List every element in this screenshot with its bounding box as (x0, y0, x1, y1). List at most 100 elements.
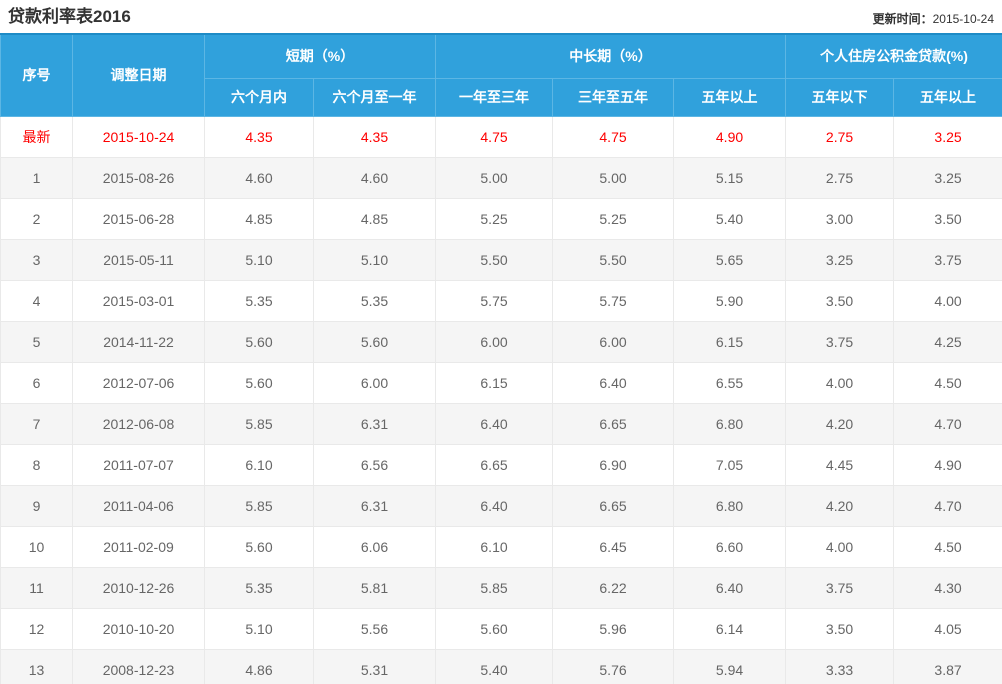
rate-cell-within-six-months: 5.60 (204, 361, 314, 404)
table-header: 序号 调整日期 短期（%） 中长期（%） 个人住房公积金贷款(%) 六个月内 六个… (0, 33, 1002, 117)
update-time-value: 2015-10-24 (932, 12, 994, 26)
rate-cell-under-five-years-fund: 4.20 (785, 402, 895, 445)
rate-cell-within-six-months: 5.60 (204, 525, 314, 568)
rate-cell-under-five-years-fund: 2.75 (785, 156, 895, 199)
rate-cell-over-five-years-fund: 3.25 (893, 115, 1002, 158)
rate-cell-three-to-five-years: 5.75 (552, 279, 675, 322)
rate-cell-one-to-three-years: 6.00 (435, 320, 554, 363)
rate-cell-six-months-to-one-year: 5.60 (312, 320, 437, 363)
rate-cell-one-to-three-years: 5.40 (435, 648, 554, 684)
rate-cell-one-to-three-years: 6.40 (435, 402, 554, 445)
rate-cell-six-months-to-one-year: 6.06 (312, 525, 437, 568)
rate-cell-over-five-years: 5.65 (673, 238, 787, 281)
table-row-latest: 最新 2015-10-24 4.35 4.35 4.75 4.75 4.90 2.75 3.25 (0, 115, 1002, 158)
rate-cell-under-five-years-fund: 3.50 (785, 279, 895, 322)
row-no-cell: 13 (0, 648, 73, 684)
rate-cell-six-months-to-one-year: 6.31 (312, 402, 437, 445)
row-date-cell: 2008-12-23 (72, 648, 205, 684)
rate-cell-within-six-months: 5.10 (204, 607, 314, 650)
rate-cell-over-five-years-fund: 4.25 (893, 320, 1002, 363)
rate-cell-over-five-years: 6.15 (673, 320, 787, 363)
rate-cell-three-to-five-years: 5.25 (552, 197, 675, 240)
row-date-cell: 2015-03-01 (72, 279, 205, 322)
rate-cell-under-five-years-fund: 3.25 (785, 238, 895, 281)
rate-cell-three-to-five-years: 5.50 (552, 238, 675, 281)
table-row: 4 2015-03-01 5.35 5.35 5.75 5.75 5.90 3.50 4.00 (0, 279, 1002, 322)
sub-header-over-five-years-fund: 五年以上 (893, 77, 1002, 117)
rate-cell-six-months-to-one-year: 4.35 (312, 115, 437, 158)
rate-cell-one-to-three-years: 6.10 (435, 525, 554, 568)
rate-cell-six-months-to-one-year: 5.56 (312, 607, 437, 650)
rate-cell-under-five-years-fund: 3.50 (785, 607, 895, 650)
table-row: 6 2012-07-06 5.60 6.00 6.15 6.40 6.55 4.00 4.50 (0, 361, 1002, 404)
row-date-cell: 2014-11-22 (72, 320, 205, 363)
sub-header-under-five-years-fund: 五年以下 (785, 77, 895, 117)
rate-cell-over-five-years-fund: 4.30 (893, 566, 1002, 609)
table-row: 5 2014-11-22 5.60 5.60 6.00 6.00 6.15 3.75 4.25 (0, 320, 1002, 363)
row-no-cell: 5 (0, 320, 73, 363)
rate-cell-six-months-to-one-year: 6.31 (312, 484, 437, 527)
table-body: 最新 2015-10-24 4.35 4.35 4.75 4.75 4.90 2.75 3.25… (0, 115, 1002, 684)
update-time-label: 更新时间： (872, 12, 933, 26)
sub-header-over-five-years: 五年以上 (673, 77, 787, 117)
rate-cell-three-to-five-years: 5.76 (552, 648, 675, 684)
rate-cell-within-six-months: 5.35 (204, 566, 314, 609)
row-date-cell: 2011-07-07 (72, 443, 205, 486)
row-no-cell: 8 (0, 443, 73, 486)
rate-cell-within-six-months: 6.10 (204, 443, 314, 486)
rate-cell-within-six-months: 5.85 (204, 402, 314, 445)
rate-cell-six-months-to-one-year: 4.60 (312, 156, 437, 199)
row-no-cell: 9 (0, 484, 73, 527)
rate-cell-six-months-to-one-year: 5.10 (312, 238, 437, 281)
rate-cell-over-five-years: 5.94 (673, 648, 787, 684)
rate-cell-three-to-five-years: 6.00 (552, 320, 675, 363)
rate-cell-one-to-three-years: 5.75 (435, 279, 554, 322)
rate-cell-within-six-months: 4.60 (204, 156, 314, 199)
sub-header-one-to-three-years: 一年至三年 (435, 77, 554, 117)
rate-cell-three-to-five-years: 6.65 (552, 402, 675, 445)
rate-cell-over-five-years: 4.90 (673, 115, 787, 158)
rate-cell-over-five-years: 5.90 (673, 279, 787, 322)
rate-cell-three-to-five-years: 6.45 (552, 525, 675, 568)
page-title: 贷款利率表2016 (8, 7, 131, 26)
loan-rate-table: 序号 调整日期 短期（%） 中长期（%） 个人住房公积金贷款(%) 六个月内 六个… (0, 33, 1002, 684)
row-date-cell: 2012-06-08 (72, 402, 205, 445)
rate-cell-three-to-five-years: 6.22 (552, 566, 675, 609)
rate-cell-over-five-years: 6.80 (673, 402, 787, 445)
rate-cell-one-to-three-years: 6.40 (435, 484, 554, 527)
rate-cell-over-five-years-fund: 4.70 (893, 484, 1002, 527)
rate-cell-six-months-to-one-year: 5.81 (312, 566, 437, 609)
update-time: 更新时间：2015-10-24 (873, 10, 994, 27)
rate-cell-one-to-three-years: 5.50 (435, 238, 554, 281)
rate-cell-three-to-five-years: 6.40 (552, 361, 675, 404)
row-date-cell: 2010-12-26 (72, 566, 205, 609)
rate-cell-within-six-months: 4.85 (204, 197, 314, 240)
rate-cell-three-to-five-years: 6.65 (552, 484, 675, 527)
row-date-cell: 2010-10-20 (72, 607, 205, 650)
row-date-cell: 2011-02-09 (72, 525, 205, 568)
rate-cell-over-five-years-fund: 4.05 (893, 607, 1002, 650)
rate-cell-three-to-five-years: 4.75 (552, 115, 675, 158)
rate-cell-within-six-months: 4.86 (204, 648, 314, 684)
table-row: 9 2011-04-06 5.85 6.31 6.40 6.65 6.80 4.20 4.70 (0, 484, 1002, 527)
table-row: 7 2012-06-08 5.85 6.31 6.40 6.65 6.80 4.20 4.70 (0, 402, 1002, 445)
rate-cell-six-months-to-one-year: 6.56 (312, 443, 437, 486)
table-row: 3 2015-05-11 5.10 5.10 5.50 5.50 5.65 3.25 3.75 (0, 238, 1002, 281)
sub-header-within-six-months: 六个月内 (204, 77, 314, 117)
table-row: 1 2015-08-26 4.60 4.60 5.00 5.00 5.15 2.75 3.25 (0, 156, 1002, 199)
table-row: 11 2010-12-26 5.35 5.81 5.85 6.22 6.40 3.75 4.30 (0, 566, 1002, 609)
row-date-cell: 2011-04-06 (72, 484, 205, 527)
rate-cell-under-five-years-fund: 4.45 (785, 443, 895, 486)
rate-cell-under-five-years-fund: 3.75 (785, 320, 895, 363)
rate-cell-within-six-months: 4.35 (204, 115, 314, 158)
rate-cell-under-five-years-fund: 4.20 (785, 484, 895, 527)
table-row: 12 2010-10-20 5.10 5.56 5.60 5.96 6.14 3.50 4.05 (0, 607, 1002, 650)
rate-cell-three-to-five-years: 5.96 (552, 607, 675, 650)
rate-cell-under-five-years-fund: 4.00 (785, 361, 895, 404)
group-header-mid-long-term: 中长期（%） (435, 33, 787, 79)
rate-cell-under-five-years-fund: 2.75 (785, 115, 895, 158)
row-no-cell: 最新 (0, 115, 73, 158)
group-header-housing-fund-loan: 个人住房公积金贷款(%) (785, 33, 1002, 79)
rate-cell-one-to-three-years: 5.25 (435, 197, 554, 240)
rate-cell-under-five-years-fund: 4.00 (785, 525, 895, 568)
